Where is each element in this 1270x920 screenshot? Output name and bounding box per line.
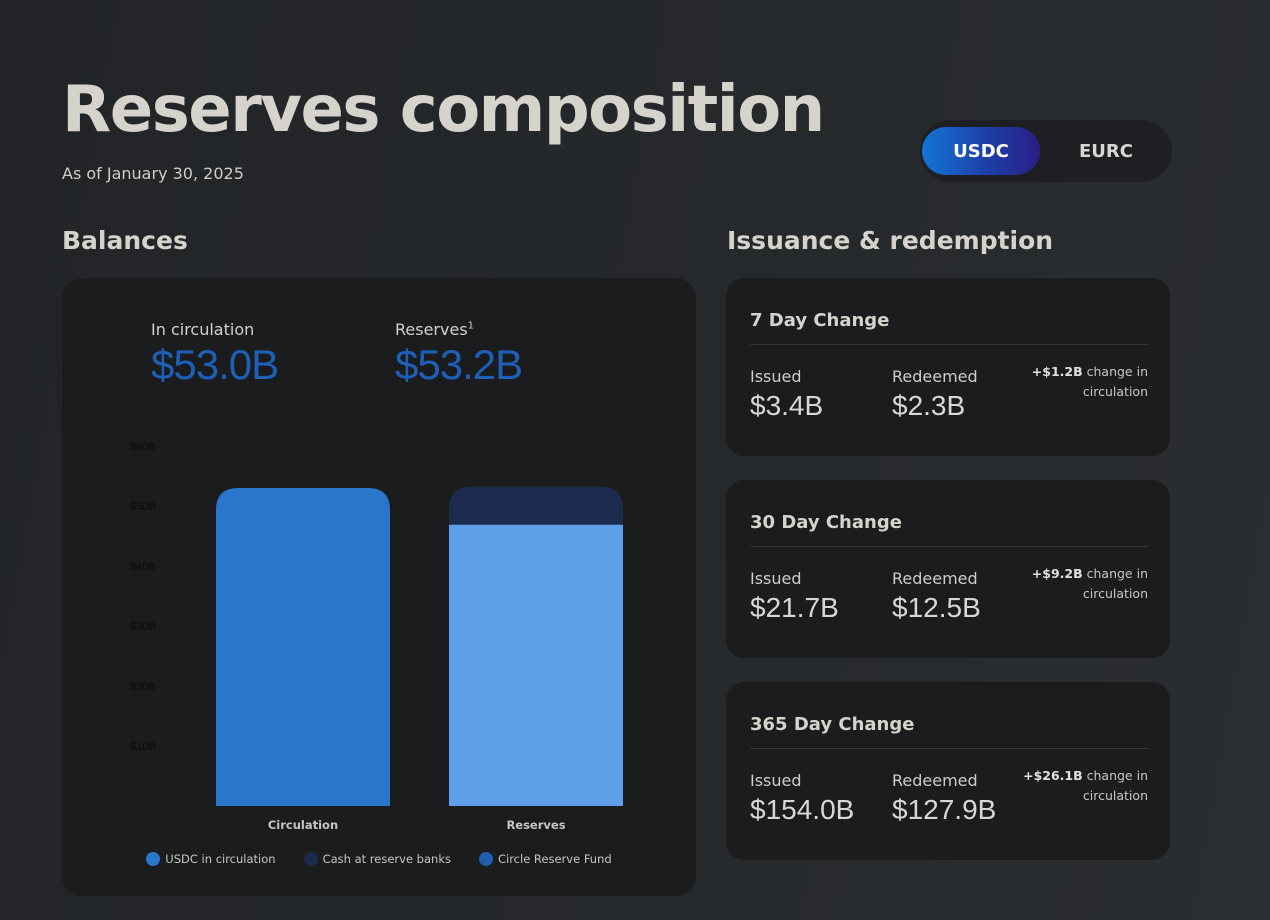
balances-card: In circulation $53.0B Reserves1 $53.2B $… [62,278,696,896]
issued-label: Issued [750,367,802,386]
change-amount: +$26.1B [1023,768,1083,783]
reserves-footnote[interactable]: 1 [467,320,475,332]
currency-toggle: USDC EURC [920,120,1172,182]
as-of-date: As of January 30, 2025 [62,164,244,183]
redeemed-label: Redeemed [892,771,978,790]
divider [750,344,1148,345]
card-title: 30 Day Change [750,512,902,533]
issued-value: $3.4B [750,390,824,421]
issuance-heading: Issuance & redemption [727,226,1054,255]
chart-legend: USDC in circulation Cash at reserve bank… [62,852,696,866]
change-text: change in circulation [1082,768,1148,803]
divider [750,546,1148,547]
circulation-change-note: +$26.1B change in circulation [998,766,1148,806]
redeemed-value: $127.9B [892,794,997,825]
issued-value: $21.7B [750,592,839,623]
balances-chart: $10B $20B $30B $40B $50B $60B Circulation Reser… [130,441,623,832]
reserves-label: Reserves [395,320,468,339]
card-title: 7 Day Change [750,310,890,331]
reserves-stat: Reserves1 $53.2B [395,320,523,389]
bar-reserves-cash-at-reserve-banks[interactable] [449,486,623,525]
balances-heading: Balances [62,226,188,255]
change-card-365-day: 365 Day Change Issued $154.0B Redeemed $… [726,682,1170,860]
legend-swatch-reserve-fund [478,852,493,866]
legend-swatch-cash [303,852,318,866]
y-tick-label: $10B [130,741,156,753]
circulation-change-note: +$9.2B change in circulation [998,564,1148,604]
bar-circulation-usdc-in-circulation[interactable] [216,488,390,806]
legend-label: Cash at reserve banks [322,852,451,866]
circulation-stat: In circulation $53.0B [151,320,279,389]
circulation-change-note: +$1.2B change in circulation [998,362,1148,402]
x-axis-label: Reserves [506,818,565,832]
legend-item-reserve-fund[interactable]: Circle Reserve Fund [478,852,612,866]
card-title: 365 Day Change [750,714,915,735]
page-title: Reserves composition [62,73,825,147]
divider [750,748,1148,749]
usdc-tab[interactable]: USDC [922,127,1040,175]
change-card-30-day: 30 Day Change Issued $21.7B Redeemed $12… [726,480,1170,658]
legend-label: USDC in circulation [165,852,276,866]
y-tick-label: $20B [130,681,156,693]
issued-label: Issued [750,569,802,588]
redeemed-label: Redeemed [892,367,978,386]
redeemed-value: $12.5B [892,592,981,623]
y-tick-label: $30B [130,621,156,633]
legend-swatch-circulation [146,852,161,866]
issued-label: Issued [750,771,802,790]
change-amount: +$1.2B [1031,364,1083,379]
y-tick-label: $40B [130,561,156,573]
circulation-label: In circulation [151,320,255,339]
legend-item-circulation[interactable]: USDC in circulation [146,852,276,866]
legend-label: Circle Reserve Fund [497,852,612,866]
redeemed-value: $2.3B [892,390,966,421]
circulation-value: $53.0B [151,341,279,388]
issued-value: $154.0B [750,794,855,825]
reserves-value: $53.2B [395,341,523,388]
change-card-7-day: 7 Day Change Issued $3.4B Redeemed $2.3B… [726,278,1170,456]
x-axis-label: Circulation [268,818,338,832]
y-tick-label: $50B [130,501,156,513]
change-text: change in circulation [1082,566,1148,601]
legend-item-cash[interactable]: Cash at reserve banks [303,852,451,866]
redeemed-label: Redeemed [892,569,978,588]
eurc-tab[interactable]: EURC [1079,140,1133,162]
bar-reserves-circle-reserve-fund[interactable] [449,524,623,806]
change-text: change in circulation [1082,364,1148,399]
reserves-label-wrap: Reserves1 [395,320,522,339]
y-tick-label: $60B [130,441,156,453]
change-amount: +$9.2B [1031,566,1083,581]
